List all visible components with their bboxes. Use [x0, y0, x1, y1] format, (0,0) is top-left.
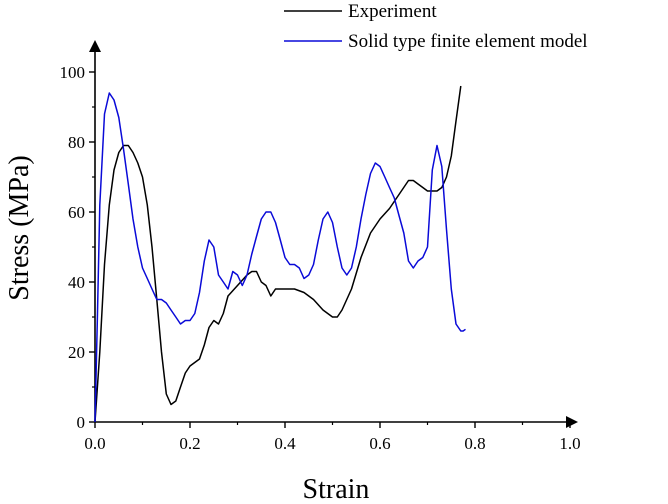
legend-label-solid-fem: Solid type finite element model	[348, 31, 588, 52]
y-tick-label: 40	[68, 273, 85, 292]
series-line-experiment	[94, 85, 462, 423]
x-tick-label: 0.2	[179, 434, 200, 453]
y-axis-arrow	[89, 40, 101, 52]
x-tick-label: 0.6	[369, 434, 390, 453]
x-ticks: 0.0 0.2 0.4 0.6 0.8 1.0	[84, 422, 581, 453]
legend-label-experiment: Experiment	[348, 1, 437, 22]
y-axis-title: Stress (MPa)	[4, 155, 35, 300]
x-tick-label: 0.8	[464, 434, 485, 453]
y-tick-label: 20	[68, 343, 85, 362]
x-axis-arrow	[566, 416, 578, 428]
y-tick-label: 60	[68, 203, 85, 222]
y-tick-label: 80	[68, 133, 85, 152]
x-tick-label: 0.4	[274, 434, 296, 453]
y-tick-label: 0	[77, 413, 86, 432]
x-tick-label: 1.0	[559, 434, 580, 453]
legend: Experiment Solid type finite element mod…	[284, 1, 588, 52]
x-tick-label: 0.0	[84, 434, 105, 453]
axes	[89, 40, 578, 428]
series-lines	[94, 85, 466, 423]
series-line-solid-fem	[94, 92, 466, 423]
y-ticks: 0 20 40 60 80 100	[60, 63, 95, 432]
y-tick-label: 100	[60, 63, 86, 82]
x-axis-title: Strain	[303, 474, 370, 504]
